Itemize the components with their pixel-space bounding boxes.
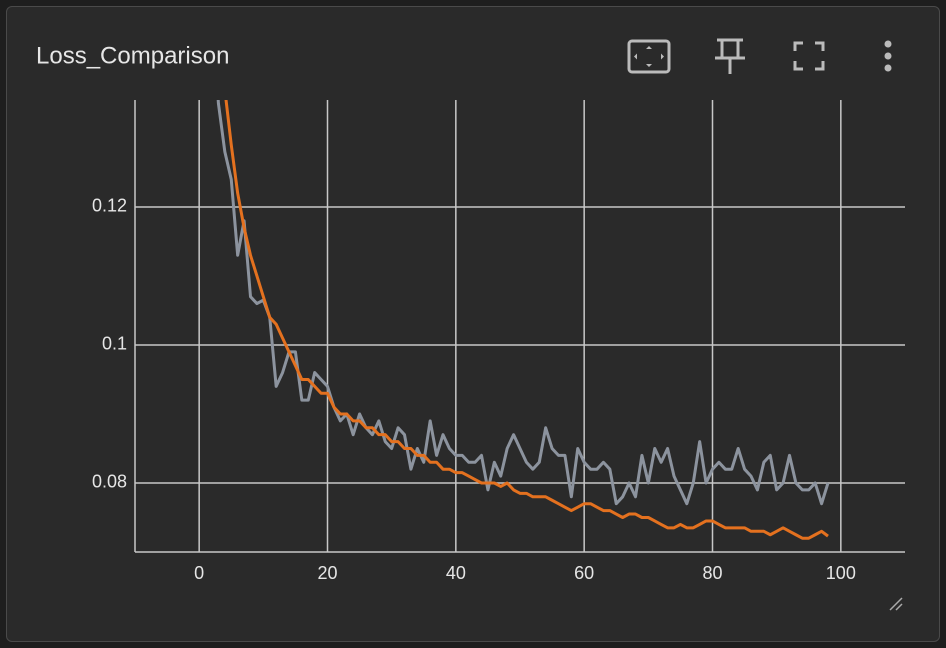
pin-icon[interactable] xyxy=(715,38,745,74)
chart-card xyxy=(6,6,940,642)
fullscreen-icon[interactable] xyxy=(793,41,825,71)
chart-title: Loss_Comparison xyxy=(36,42,229,69)
x-tick-label: 40 xyxy=(446,563,466,583)
x-tick-label: 20 xyxy=(317,563,337,583)
plot-area xyxy=(134,100,905,553)
x-tick-label: 80 xyxy=(702,563,722,583)
y-tick-label: 0.08 xyxy=(92,472,127,492)
x-tick-label: 60 xyxy=(574,563,594,583)
y-tick-label: 0.1 xyxy=(102,334,127,354)
x-tick-label: 100 xyxy=(826,563,856,583)
fit-icon[interactable] xyxy=(627,39,671,74)
y-tick-label: 0.12 xyxy=(92,196,127,216)
resize-handle[interactable] xyxy=(889,597,903,611)
menu-icon[interactable] xyxy=(884,40,892,72)
series-line xyxy=(216,100,830,506)
x-tick-label: 0 xyxy=(194,563,204,583)
series-line xyxy=(224,100,829,540)
